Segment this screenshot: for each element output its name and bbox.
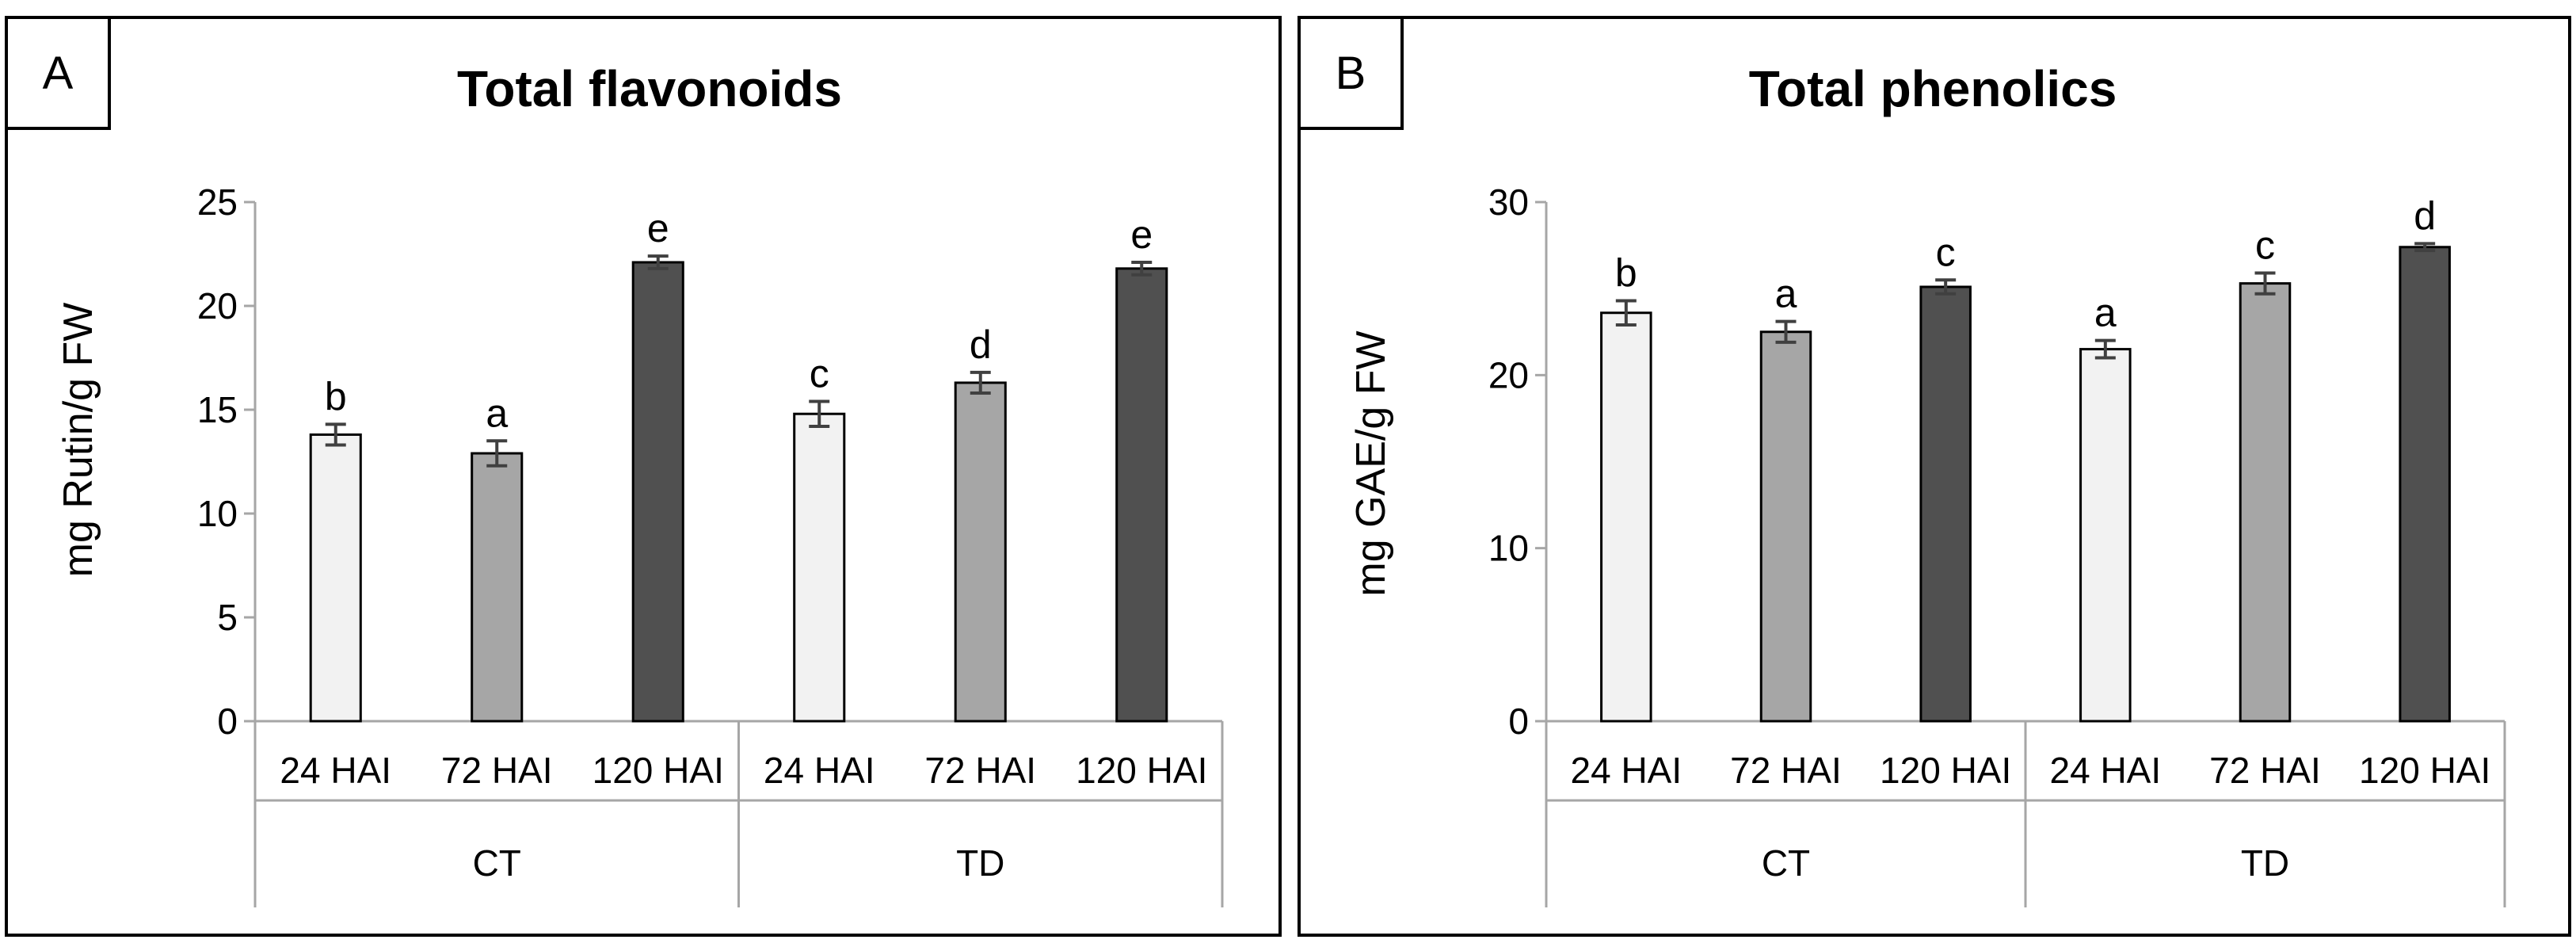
panel-a-bar — [471, 452, 524, 723]
panel-b-tag-box — [1298, 16, 1404, 130]
panel-b-significance-letter: c — [1936, 230, 1956, 274]
panel-a-significance-letter: a — [486, 391, 508, 435]
panel-b-tag: B — [1336, 48, 1366, 99]
panel-a-bar — [309, 433, 362, 723]
panel-b-bar — [1759, 330, 1812, 723]
panel-b-category-label: 72 HAI — [2209, 750, 2321, 791]
panel-a-y-axis-label: mg Rutin/g FW — [55, 303, 101, 578]
panel-a-bar — [954, 381, 1007, 723]
panel-a-y-tick-label: 25 — [197, 181, 238, 223]
panel-b-y-tick-label: 0 — [1508, 701, 1529, 742]
panel-a-title: Total flavonoids — [457, 60, 842, 117]
panel-a-category-label: 24 HAI — [280, 750, 391, 791]
panel-a-bar — [1115, 267, 1168, 723]
panel-b-group-label: TD — [2241, 842, 2289, 884]
panel-a: A Total flavonoids mg Rutin/g FW 0 5 10 15 2… — [5, 16, 1282, 937]
panel-b-bar — [2399, 246, 2451, 723]
panel-a-category-label: 72 HAI — [441, 750, 553, 791]
panel-a-category-label: 72 HAI — [924, 750, 1036, 791]
panel-a-category-label: 120 HAI — [1076, 750, 1207, 791]
panel-b-category-label: 24 HAI — [2050, 750, 2162, 791]
panel-b-group-label: CT — [1762, 842, 1810, 884]
panel-a-bar — [793, 412, 846, 723]
panel-a-group-label: TD — [956, 842, 1004, 884]
panel-b-plot: 0 10 20 30 CT TD b 24 HAI a 72 HAI c 120 HAI a 24 HAI… — [1488, 181, 2506, 907]
panel-a-significance-letter: d — [970, 323, 992, 367]
panel-b-significance-letter: a — [2094, 291, 2117, 335]
panel-a-y-tick-label: 20 — [197, 285, 238, 327]
panel-b-bar — [1600, 311, 1652, 723]
panel-b-category-label: 24 HAI — [1571, 750, 1682, 791]
panel-a-category-label: 24 HAI — [764, 750, 875, 791]
panel-a-group-label: CT — [473, 842, 521, 884]
panel-a-tag-box — [5, 16, 111, 130]
panel-b-category-label: 120 HAI — [2359, 750, 2490, 791]
panel-b-y-axis-label: mg GAE/g FW — [1348, 330, 1394, 596]
panel-a-tag: A — [43, 48, 74, 99]
panel-a-plot: 0 5 10 15 20 25 CT TD b 24 HAI a 72 HAI e 120 HAI c 24 … — [197, 181, 1224, 907]
panel-b-significance-letter: d — [2414, 193, 2436, 238]
panel-b-y-tick-label: 20 — [1488, 354, 1529, 395]
panel-b-title: Total phenolics — [1749, 60, 2117, 117]
panel-b-y-tick-label: 30 — [1488, 181, 1529, 223]
panel-b-y-tick-label: 10 — [1488, 528, 1529, 569]
panel-a-bar — [631, 261, 684, 723]
panel-b-bar — [1919, 285, 1972, 723]
panel-b-category-label: 120 HAI — [1880, 750, 2011, 791]
panel-a-y-tick-label: 5 — [217, 597, 238, 638]
panel-a-y-tick-label: 0 — [217, 701, 238, 742]
panel-a-y-tick-label: 15 — [197, 389, 238, 430]
panel-b-significance-letter: c — [2255, 223, 2275, 268]
panel-b: B Total phenolics mg GAE/g FW 0 10 20 30 CT T… — [1298, 16, 2571, 937]
panel-b-bar — [2079, 348, 2132, 723]
panel-a-significance-letter: e — [1130, 212, 1153, 257]
panel-a-category-label: 120 HAI — [593, 750, 724, 791]
panel-b-bar — [2239, 282, 2292, 723]
panel-b-significance-letter: a — [1775, 272, 1797, 316]
panel-a-significance-letter: e — [647, 206, 669, 250]
panel-b-category-label: 72 HAI — [1730, 750, 1842, 791]
panel-a-significance-letter: c — [810, 352, 829, 396]
panel-b-significance-letter: b — [1615, 250, 1637, 295]
panel-a-significance-letter: b — [325, 374, 347, 418]
panel-a-y-tick-label: 10 — [197, 493, 238, 534]
